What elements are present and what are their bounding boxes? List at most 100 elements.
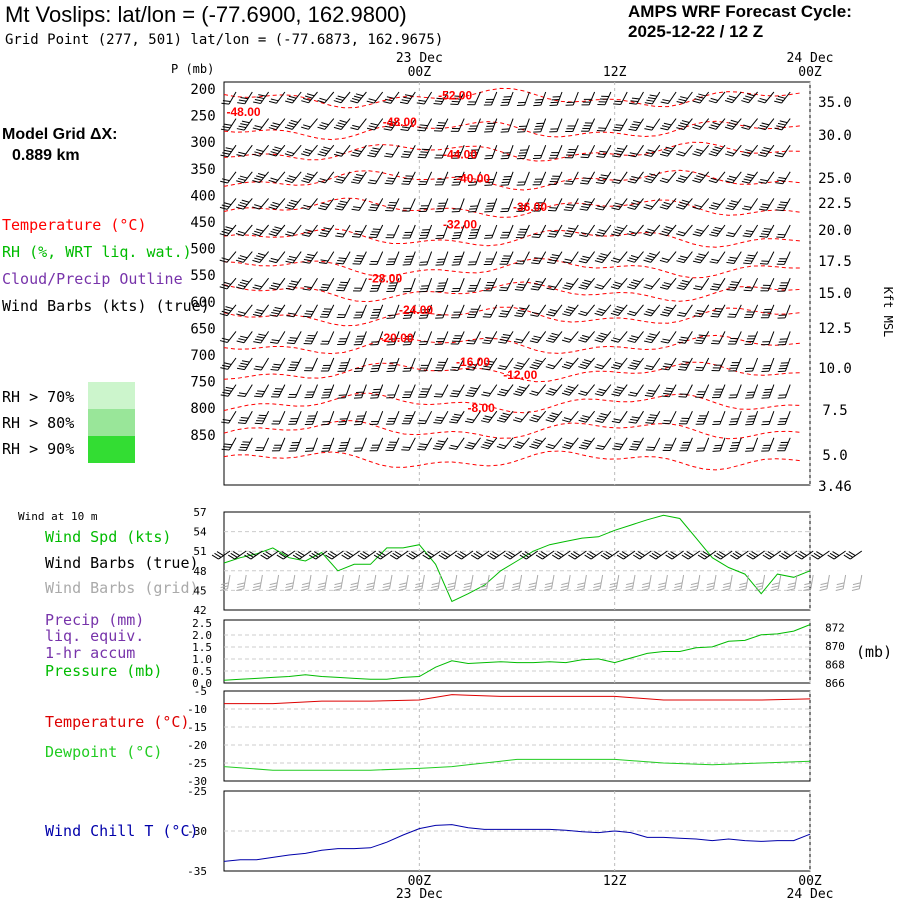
- pressure-tick-label: 400: [190, 188, 215, 204]
- wind-barb: [484, 118, 498, 133]
- wind-barb: [467, 145, 481, 160]
- wind-barb: [353, 411, 367, 426]
- wind-barb: [402, 304, 416, 319]
- grid-point-subtitle: Grid Point (277, 501) lat/lon = (-77.687…: [5, 32, 444, 48]
- temperature-tick-label: -10: [187, 703, 207, 716]
- wind-barb: [516, 145, 530, 160]
- wind-barb: [627, 171, 644, 184]
- wind-barb: [418, 384, 433, 398]
- wind-barb: [318, 224, 335, 238]
- time-tick-label: 00Z: [408, 65, 432, 80]
- surface-wind-barb: [211, 550, 231, 560]
- wind-barb: [451, 145, 465, 159]
- pressure-right-tick-label: 868: [825, 658, 845, 671]
- grid-wind-barb: [592, 574, 604, 592]
- kft-tick-label: 20.0: [818, 223, 852, 239]
- wind-barb: [661, 384, 677, 398]
- wind-barb: [271, 410, 286, 425]
- wind-barb: [236, 171, 253, 184]
- wind-barb: [317, 144, 335, 157]
- grid-wind-barb: [220, 574, 231, 592]
- wind-barb: [724, 118, 742, 130]
- bottom-time-tick-label: 00Z: [408, 874, 432, 889]
- wind-barb: [301, 198, 318, 210]
- wind-barb: [369, 278, 384, 292]
- wind-barb: [761, 437, 775, 452]
- wind-barb: [578, 410, 595, 423]
- wind-barb: [484, 198, 498, 213]
- grid-wind-barb: [625, 574, 636, 592]
- wind-barb: [418, 331, 433, 346]
- temperature-contour-label: -12.00: [503, 368, 537, 382]
- wind-barb: [594, 384, 612, 397]
- wind-barb: [774, 118, 791, 131]
- wind-barb: [595, 198, 612, 211]
- wind-barb: [696, 437, 710, 452]
- grid-wind-barb: [301, 574, 312, 592]
- wind-barb: [694, 331, 710, 345]
- wind-barb: [302, 277, 318, 291]
- wind-barb: [695, 384, 710, 398]
- wind-barb: [643, 251, 661, 263]
- wind-barb: [235, 224, 253, 237]
- surface-wind-barb: [794, 550, 814, 560]
- wind-barb: [268, 144, 286, 157]
- wind-barb: [741, 144, 758, 157]
- wind-barb: [578, 437, 596, 450]
- wind-barb: [612, 144, 628, 158]
- forecast-cycle-value: 2025-12-22 / 12 Z: [628, 22, 764, 41]
- wind-barb: [500, 145, 514, 160]
- wind-barb: [759, 224, 775, 238]
- wind-barb: [252, 198, 269, 210]
- wind-barb: [252, 118, 270, 131]
- temperature-tick-label: -30: [187, 775, 207, 788]
- wind-barb: [252, 277, 269, 290]
- wind-barb: [565, 91, 579, 106]
- wind-barb: [384, 171, 400, 185]
- wind-barb: [777, 384, 791, 399]
- wind-barb: [401, 171, 416, 185]
- surface-wind-barb: [568, 550, 587, 560]
- wind-barb: [221, 410, 237, 424]
- wind-barb: [644, 118, 661, 131]
- surface-wind-barb: [551, 550, 571, 560]
- wind-barb: [451, 224, 465, 240]
- grid-wind-barb: [252, 574, 263, 592]
- wind-barb: [710, 304, 726, 318]
- wind-barb: [676, 144, 693, 157]
- surface-wind-barb: [503, 550, 522, 560]
- grid-wind-barb: [787, 574, 798, 592]
- wind-barb: [336, 304, 351, 319]
- wind-barb: [660, 304, 677, 317]
- wind-barb: [530, 277, 547, 291]
- wind-barb: [676, 224, 693, 237]
- wind-barb: [744, 331, 759, 345]
- wind-barb: [400, 118, 416, 132]
- temperature-contour-label: -44.00: [443, 147, 477, 161]
- surface-wind-barb: [389, 550, 409, 560]
- wind-barb: [695, 411, 710, 425]
- wind-barb: [268, 251, 286, 264]
- wind-barb: [611, 224, 628, 237]
- temperature-contour-label: -48.00: [227, 105, 261, 119]
- wind-barb: [595, 437, 612, 450]
- wind-barb: [644, 91, 661, 105]
- wind-barb: [610, 331, 628, 343]
- wind-barb: [610, 277, 628, 290]
- wind-barb: [367, 144, 384, 158]
- wind-chill-tick-label: -30: [187, 825, 207, 838]
- surface-wind-barb: [827, 550, 846, 560]
- rh80-swatch: [88, 409, 135, 436]
- wind-barb: [643, 171, 661, 184]
- wind-barb: [468, 171, 481, 186]
- wind-barb: [533, 118, 547, 133]
- wind-barb: [760, 277, 775, 292]
- wind-barb: [269, 304, 286, 317]
- temperature-contour-label: -32.00: [443, 218, 477, 232]
- wind-barb: [353, 437, 367, 452]
- wind-barb: [532, 171, 547, 186]
- pressure-tick-label: 650: [190, 321, 215, 337]
- wind-barb: [467, 91, 481, 106]
- wind-barb: [385, 437, 400, 451]
- wind-barb: [711, 331, 726, 345]
